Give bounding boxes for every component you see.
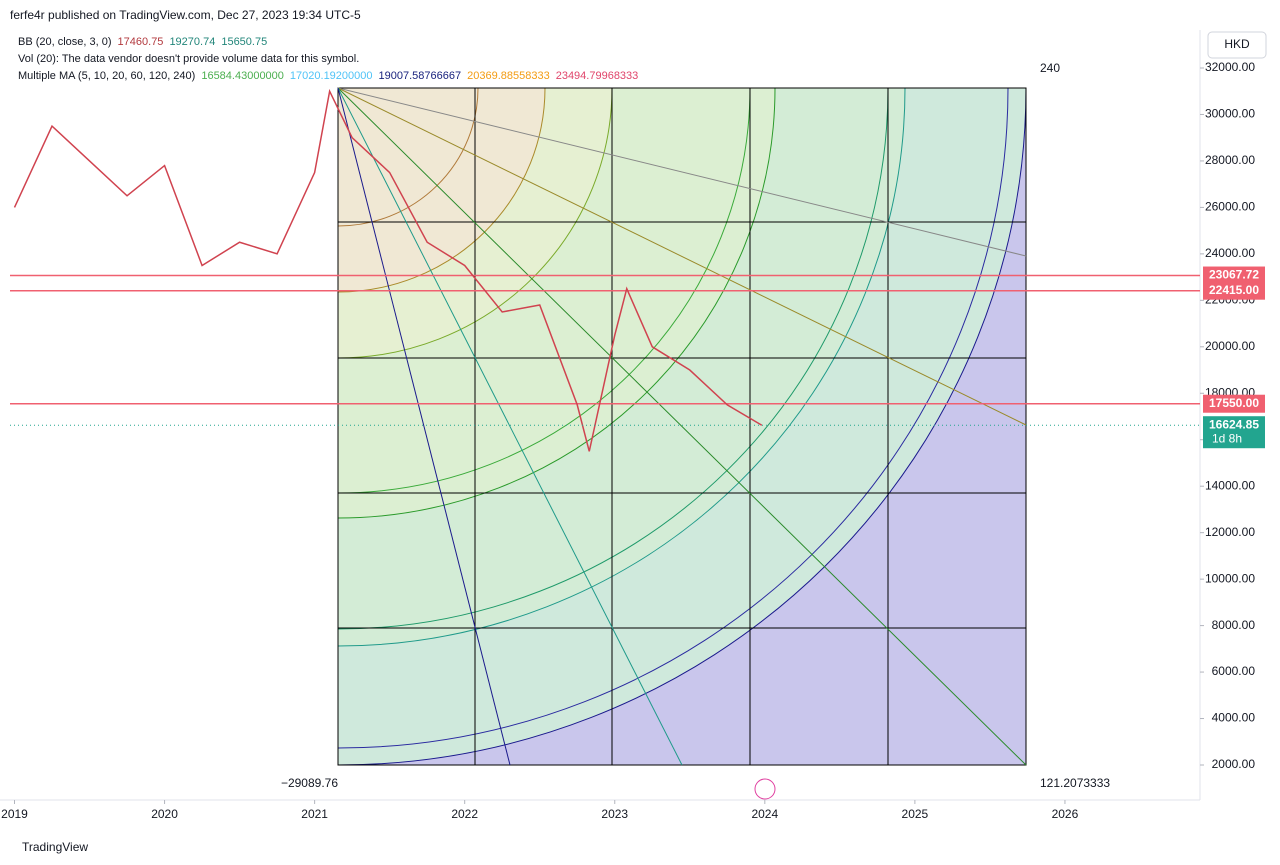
gann-grid <box>337 87 1027 766</box>
x-tick-label: 2021 <box>301 807 328 821</box>
ma-value: 16584.43000000 <box>201 70 284 82</box>
x-tick-label: 2019 <box>1 807 28 821</box>
price-label: 17550.00 <box>1209 396 1259 410</box>
vol-legend: Vol (20): The data vendor doesn't provid… <box>18 53 360 65</box>
gann-fan <box>337 87 1027 766</box>
y-tick-label: 28000.00 <box>1205 153 1255 167</box>
ma-value: 23494.79968333 <box>555 70 639 82</box>
ma-legend: Multiple MA (5, 10, 20, 60, 120, 240) 165… <box>18 70 644 82</box>
y-tick-label: 10000.00 <box>1205 571 1255 585</box>
x-tick-label: 2023 <box>601 807 628 821</box>
y-tick-label: 8000.00 <box>1212 618 1256 632</box>
y-tick-label: 32000.00 <box>1205 60 1255 74</box>
price-label-box <box>1203 281 1265 300</box>
bb-value: 19270.74 <box>169 36 216 48</box>
y-tick-label: 20000.00 <box>1205 339 1255 353</box>
y-tick-label: 12000.00 <box>1205 525 1255 539</box>
last-price-box <box>1203 416 1265 449</box>
last-price-countdown: 1d 8h <box>1212 431 1242 445</box>
annotation: 240 <box>1040 61 1060 75</box>
bb-name: BB (20, close, 3, 0) <box>18 36 112 48</box>
y-tick-label: 4000.00 <box>1212 711 1256 725</box>
x-tick-label: 2024 <box>751 807 778 821</box>
bb-value: 15650.75 <box>221 36 268 48</box>
y-tick-label: 24000.00 <box>1205 246 1255 260</box>
ma-value: 19007.58766667 <box>378 70 462 82</box>
footer-brand: TradingView <box>22 840 88 854</box>
ma-value: 17020.19200000 <box>289 70 373 82</box>
y-tick-label: 2000.00 <box>1212 757 1256 771</box>
x-tick-label: 2020 <box>151 807 178 821</box>
published: ferfe4r published on TradingView.com, De… <box>10 8 361 22</box>
currency-button[interactable] <box>1207 31 1267 59</box>
gann-box <box>338 88 1026 765</box>
price-label: 23067.72 <box>1209 268 1259 282</box>
price-label: 22415.00 <box>1209 283 1259 297</box>
y-tick-label: 6000.00 <box>1212 664 1256 678</box>
price-label-box <box>1203 266 1265 285</box>
ma-name: Multiple MA (5, 10, 20, 60, 120, 240) <box>18 70 196 82</box>
x-tick-label: 2025 <box>902 807 929 821</box>
y-tick-label: 30000.00 <box>1205 107 1255 121</box>
y-tick-label: 26000.00 <box>1205 200 1255 214</box>
bb-legend: BB (20, close, 3, 0) 17460.75 19270.74 1565… <box>18 36 273 48</box>
last-price-label: 16624.85 <box>1209 417 1259 431</box>
y-tick-label: 14000.00 <box>1205 478 1255 492</box>
currency[interactable]: HKD <box>1224 37 1250 51</box>
ma-value: 20369.88558333 <box>467 70 550 82</box>
annotation: 121.2073333 <box>1040 776 1110 790</box>
price-label-box <box>1203 394 1265 413</box>
price-line <box>13 88 763 452</box>
event-icon[interactable] <box>754 778 776 800</box>
bb-value: 17460.75 <box>117 36 164 48</box>
x-tick-label: 2026 <box>1052 807 1079 821</box>
x-tick-label: 2022 <box>451 807 478 821</box>
annotation: −29089.76 <box>281 776 338 790</box>
